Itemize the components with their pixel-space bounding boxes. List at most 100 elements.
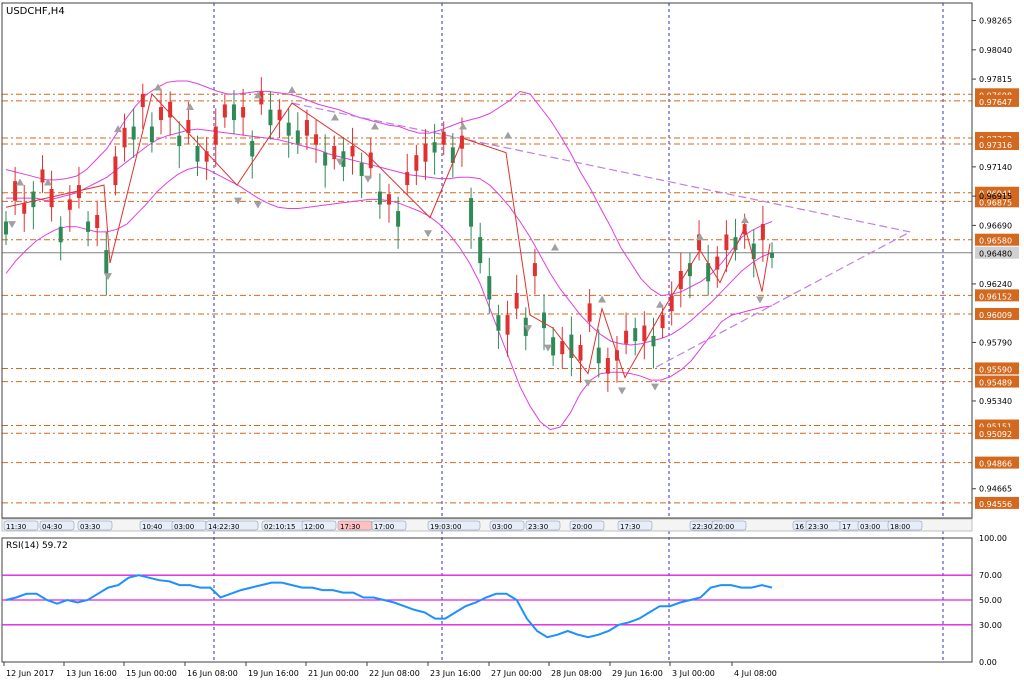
candle-body-22	[204, 151, 209, 162]
level-tag-text-3: 0.97316	[979, 141, 1012, 150]
level-tag-text-8: 0.96009	[979, 311, 1012, 320]
candle-body-13	[122, 127, 127, 148]
fractal-up-14	[696, 233, 704, 241]
candle-body-52	[478, 237, 483, 264]
candle-body-32	[295, 130, 300, 144]
candle-body-51	[469, 198, 474, 227]
fractal-up-7	[331, 113, 339, 121]
time-chip-text-20: 03:00	[860, 523, 880, 531]
candle-body-33	[304, 120, 309, 136]
date-axis: 12 Jun 2017 13 Jun 16:00 15 Jun 00:00 16 Ju…	[3, 662, 777, 678]
time-chip-text-5: 14:22:30	[208, 523, 239, 531]
candle-body-81	[742, 224, 747, 235]
level-tag-text-10: 0.95489	[979, 379, 1012, 388]
candle-body-15	[140, 94, 145, 108]
candles	[4, 77, 774, 392]
fractal-down-7	[524, 325, 532, 333]
fractal-up-11	[551, 243, 559, 251]
level-tag-7	[975, 289, 1019, 302]
level-tag-5	[975, 195, 1019, 208]
fractal-down-12	[756, 296, 764, 304]
time-chip-text-15: 22:30	[692, 523, 712, 531]
symbol-label: USDCHF,H4	[6, 6, 65, 17]
time-chip-text-2: 03:30	[80, 523, 100, 531]
time-chip-11	[489, 520, 525, 531]
candle-body-42	[387, 194, 391, 205]
level-tag-text-1: 0.97647	[979, 98, 1012, 107]
date-label-12: 4 Jul 08:00	[734, 669, 777, 678]
time-chip-text-14: 17:30	[620, 523, 640, 531]
time-chip-text-11: 03:00	[492, 523, 512, 531]
level-tag-text-11: 0.95151	[979, 423, 1012, 432]
candle-body-7	[67, 199, 72, 210]
date-label-9: 28 Jun 08:00	[551, 669, 602, 678]
time-chip-text-8: 17:30	[340, 523, 360, 531]
date-label-10: 29 Jun 16:00	[612, 669, 663, 678]
fractal-up-8	[371, 122, 379, 130]
price-tick-label-1: 0.98040	[979, 46, 1012, 55]
candle-body-72	[660, 315, 665, 329]
horizontal-levels	[2, 93, 972, 504]
zigzag-path	[5, 92, 771, 379]
rsi-tick-label-3: 30.00	[979, 621, 1002, 630]
time-label-bar: 11:30 04:30 03:30 10:40 03:00 14:22:30 02:10:1…	[1, 518, 973, 532]
fractal-up-15	[741, 216, 749, 224]
rsi-line	[5, 574, 773, 639]
candle-body-19	[177, 135, 182, 147]
price-panel-frame	[1, 2, 973, 519]
time-chip-text-16: 20:00	[714, 523, 734, 531]
time-chip-text-9: 17:00	[374, 523, 394, 531]
candle-body-65	[596, 347, 601, 364]
time-chip-text-10: 19:03:00	[430, 523, 461, 531]
candle-body-5	[49, 188, 54, 208]
date-label-1: 13 Jun 16:00	[66, 669, 117, 678]
fractal-down-10	[618, 387, 626, 395]
candle-body-14	[131, 126, 136, 140]
candle-body-75	[687, 263, 692, 277]
fractal-up-4	[186, 103, 194, 111]
date-label-0: 12 Jun 2017	[6, 669, 54, 678]
fractal-up-1	[44, 178, 52, 186]
price-tick-label-2: 0.97815	[979, 75, 1012, 84]
current-price-text: 0.96480	[979, 250, 1012, 259]
date-label-7: 23 Jun 16:00	[430, 669, 481, 678]
current-price-tag	[975, 246, 1019, 259]
candle-body-10	[95, 214, 100, 228]
level-tag-text-5: 0.96875	[979, 198, 1012, 207]
time-chip-text-0: 11:30	[6, 523, 26, 531]
candle-body-3	[31, 191, 36, 208]
candle-body-76	[697, 234, 702, 251]
candle-body-55	[505, 315, 510, 335]
candle-body-77	[706, 263, 711, 282]
fractal-down-8	[544, 344, 552, 352]
rsi-label: RSI(14) 59.72	[6, 541, 68, 551]
candle-body-79	[724, 234, 729, 251]
candle-body-36	[332, 146, 337, 160]
fractal-down-2	[234, 197, 242, 205]
candle-body-49	[450, 147, 455, 163]
candle-body-78	[715, 256, 720, 270]
candle-body-25	[231, 104, 236, 121]
level-tag-12	[975, 427, 1019, 440]
time-chip-2	[77, 520, 113, 531]
time-chip-text-3: 10:40	[142, 523, 162, 531]
fractal-up-5	[254, 91, 262, 99]
zigzag	[5, 92, 771, 379]
price-tick-label-5: 0.96690	[979, 221, 1012, 230]
time-chip-text-7: 12:00	[304, 523, 324, 531]
time-chip-text-17: 16	[795, 523, 804, 531]
candle-body-23	[213, 126, 218, 145]
candle-body-20	[186, 120, 191, 134]
date-label-3: 16 Jun 08:00	[187, 669, 238, 678]
time-chip-10	[427, 520, 481, 531]
fractal-up-3	[154, 83, 162, 91]
candle-body-30	[277, 109, 282, 121]
candle-body-6	[58, 226, 63, 243]
candle-body-53	[487, 276, 492, 300]
price-tick-label-9: 0.94665	[979, 485, 1012, 494]
candle-body-70	[642, 325, 647, 342]
fractal-down-3	[254, 201, 262, 209]
